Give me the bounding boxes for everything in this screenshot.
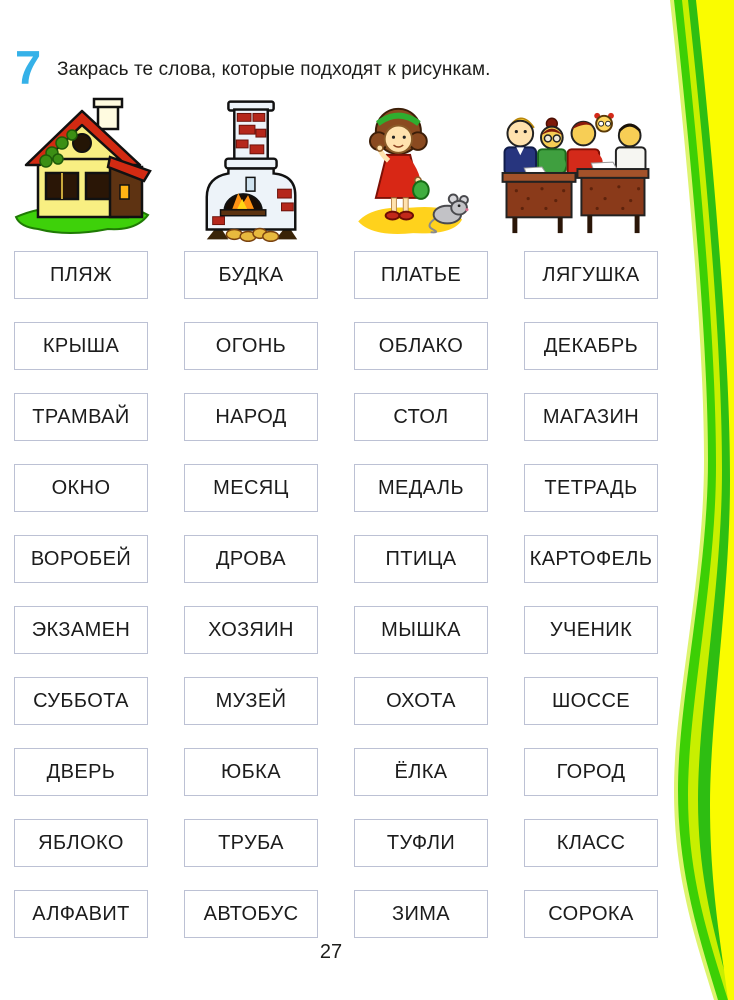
word-box[interactable]: ЯБЛОКО: [14, 819, 148, 867]
stove-illustration: [205, 100, 298, 243]
word-box[interactable]: ПЛЯЖ: [14, 251, 148, 299]
word-box[interactable]: МАГАЗИН: [524, 393, 658, 441]
word-box[interactable]: ЗИМА: [354, 890, 488, 938]
word-box[interactable]: МУЗЕЙ: [184, 677, 318, 725]
task-instruction: Закрась те слова, которые подходят к рис…: [57, 59, 491, 80]
word-box[interactable]: СТОЛ: [354, 393, 488, 441]
word-box[interactable]: ТУФЛИ: [354, 819, 488, 867]
word-box[interactable]: ХОЗЯИН: [184, 606, 318, 654]
word-box[interactable]: НАРОД: [184, 393, 318, 441]
word-box[interactable]: КЛАСС: [524, 819, 658, 867]
word-box[interactable]: ЭКЗАМЕН: [14, 606, 148, 654]
word-box[interactable]: ВОРОБЕЙ: [14, 535, 148, 583]
word-box[interactable]: ЮБКА: [184, 748, 318, 796]
word-box[interactable]: МЕСЯЦ: [184, 464, 318, 512]
word-box[interactable]: ДВЕРЬ: [14, 748, 148, 796]
word-box[interactable]: МЕДАЛЬ: [354, 464, 488, 512]
word-box[interactable]: ОКНО: [14, 464, 148, 512]
word-box[interactable]: КРЫША: [14, 322, 148, 370]
word-box[interactable]: МЫШКА: [354, 606, 488, 654]
page-edge-wave-decoration: [670, 0, 734, 1000]
word-box[interactable]: АЛФАВИТ: [14, 890, 148, 938]
word-box[interactable]: ТРАМВАЙ: [14, 393, 148, 441]
word-box[interactable]: СОРОКА: [524, 890, 658, 938]
house-illustration: [14, 97, 152, 234]
word-box[interactable]: АВТОБУС: [184, 890, 318, 938]
word-box[interactable]: ПТИЦА: [354, 535, 488, 583]
task-header: 7 Закрась те слова, которые подходят к р…: [15, 41, 491, 94]
word-box[interactable]: ДРОВА: [184, 535, 318, 583]
task-number: 7: [15, 41, 42, 94]
word-box[interactable]: ДЕКАБРЬ: [524, 322, 658, 370]
classroom-illustration: [501, 112, 650, 234]
word-box[interactable]: УЧЕНИК: [524, 606, 658, 654]
word-box[interactable]: КАРТОФЕЛЬ: [524, 535, 658, 583]
word-box[interactable]: ОХОТА: [354, 677, 488, 725]
word-box[interactable]: ТЕТРАДЬ: [524, 464, 658, 512]
girl-with-mouse-illustration: [358, 107, 469, 234]
page-number: 27: [319, 941, 343, 963]
word-box[interactable]: ЁЛКА: [354, 748, 488, 796]
word-grid: ПЛЯЖ БУДКА ПЛАТЬЕ ЛЯГУШКА КРЫША ОГОНЬ ОБЛАКО ДЕ…: [14, 251, 658, 938]
word-box[interactable]: СУББОТА: [14, 677, 148, 725]
word-box[interactable]: ОБЛАКО: [354, 322, 488, 370]
word-box[interactable]: ОГОНЬ: [184, 322, 318, 370]
word-box[interactable]: ГОРОД: [524, 748, 658, 796]
word-box[interactable]: БУДКА: [184, 251, 318, 299]
word-box[interactable]: ТРУБА: [184, 819, 318, 867]
word-box[interactable]: ЛЯГУШКА: [524, 251, 658, 299]
word-box[interactable]: ШОССЕ: [524, 677, 658, 725]
word-box[interactable]: ПЛАТЬЕ: [354, 251, 488, 299]
